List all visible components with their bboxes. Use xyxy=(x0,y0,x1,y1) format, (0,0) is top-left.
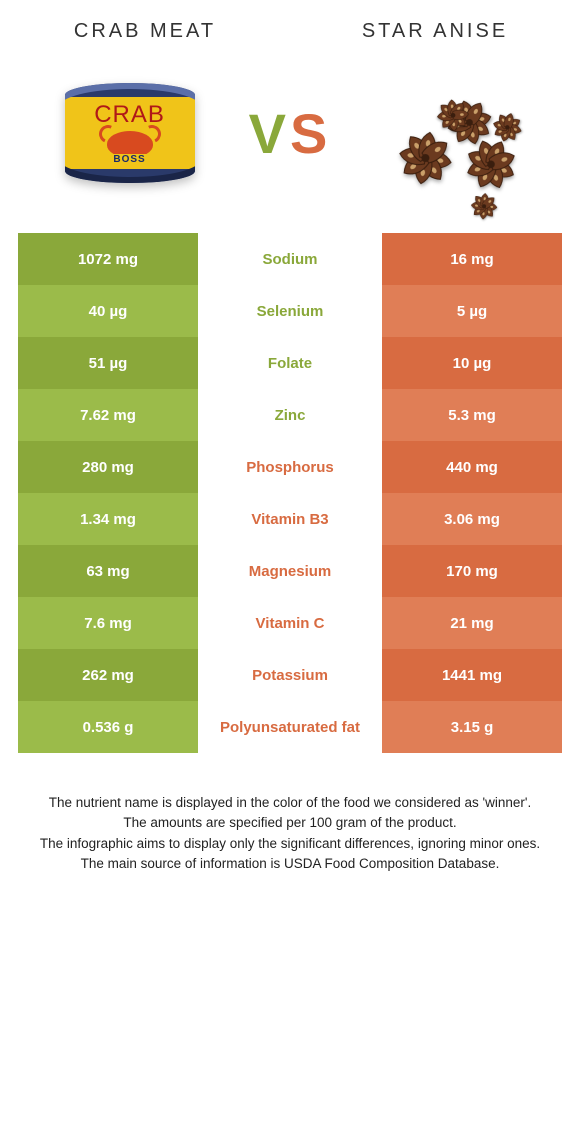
nutrient-row: 262 mgPotassium1441 mg xyxy=(18,649,562,701)
vs-badge: VS xyxy=(249,101,332,166)
crab-can-brand-bottom: BOSS xyxy=(111,154,147,165)
nutrient-left-value: 1.34 mg xyxy=(18,493,198,545)
left-food-title: Crab meat xyxy=(30,20,260,43)
nutrient-right-value: 3.06 mg xyxy=(382,493,562,545)
nutrient-row: 280 mgPhosphorus440 mg xyxy=(18,441,562,493)
footnote-line: The amounts are specified per 100 gram o… xyxy=(30,813,550,833)
crab-can-icon: CRAB BOSS xyxy=(65,83,195,183)
nutrient-label: Vitamin C xyxy=(200,597,380,649)
star-anise-pod-icon xyxy=(469,191,500,224)
footnotes: The nutrient name is displayed in the co… xyxy=(0,753,580,914)
nutrient-label: Selenium xyxy=(200,285,380,337)
nutrient-label: Folate xyxy=(200,337,380,389)
nutrient-left-value: 7.6 mg xyxy=(18,597,198,649)
nutrient-left-value: 51 µg xyxy=(18,337,198,389)
right-food-image xyxy=(370,63,530,203)
nutrient-right-value: 5 µg xyxy=(382,285,562,337)
nutrient-row: 51 µgFolate10 µg xyxy=(18,337,562,389)
nutrient-right-value: 3.15 g xyxy=(382,701,562,753)
star-anise-icon xyxy=(370,63,530,203)
nutrient-label: Vitamin B3 xyxy=(200,493,380,545)
footnote-line: The infographic aims to display only the… xyxy=(30,834,550,854)
nutrient-left-value: 40 µg xyxy=(18,285,198,337)
nutrient-row: 7.6 mgVitamin C21 mg xyxy=(18,597,562,649)
nutrient-table: 1072 mgSodium16 mg40 µgSelenium5 µg51 µg… xyxy=(0,233,580,753)
nutrient-row: 63 mgMagnesium170 mg xyxy=(18,545,562,597)
nutrient-left-value: 280 mg xyxy=(18,441,198,493)
footnote-line: The main source of information is USDA F… xyxy=(30,854,550,874)
vs-letter-s: S xyxy=(290,102,331,165)
nutrient-label: Sodium xyxy=(200,233,380,285)
nutrient-row: 0.536 gPolyunsaturated fat3.15 g xyxy=(18,701,562,753)
nutrient-row: 1.34 mgVitamin B33.06 mg xyxy=(18,493,562,545)
nutrient-row: 40 µgSelenium5 µg xyxy=(18,285,562,337)
left-food-image: CRAB BOSS xyxy=(50,63,210,203)
vs-letter-v: V xyxy=(249,102,290,165)
nutrient-row: 7.62 mgZinc5.3 mg xyxy=(18,389,562,441)
images-row: CRAB BOSS VS xyxy=(0,53,580,233)
header-row: Crab meat Star anise xyxy=(0,0,580,53)
nutrient-right-value: 170 mg xyxy=(382,545,562,597)
footnote-line: The nutrient name is displayed in the co… xyxy=(30,793,550,813)
nutrient-right-value: 16 mg xyxy=(382,233,562,285)
nutrient-right-value: 440 mg xyxy=(382,441,562,493)
nutrient-label: Zinc xyxy=(200,389,380,441)
nutrient-right-value: 1441 mg xyxy=(382,649,562,701)
nutrient-right-value: 10 µg xyxy=(382,337,562,389)
nutrient-left-value: 1072 mg xyxy=(18,233,198,285)
nutrient-left-value: 63 mg xyxy=(18,545,198,597)
nutrient-left-value: 7.62 mg xyxy=(18,389,198,441)
nutrient-label: Potassium xyxy=(200,649,380,701)
nutrient-left-value: 262 mg xyxy=(18,649,198,701)
right-food-title: Star anise xyxy=(320,20,550,43)
nutrient-label: Polyunsaturated fat xyxy=(200,701,380,753)
nutrient-right-value: 5.3 mg xyxy=(382,389,562,441)
nutrient-label: Magnesium xyxy=(200,545,380,597)
nutrient-left-value: 0.536 g xyxy=(18,701,198,753)
nutrient-label: Phosphorus xyxy=(200,441,380,493)
nutrient-row: 1072 mgSodium16 mg xyxy=(18,233,562,285)
nutrient-right-value: 21 mg xyxy=(382,597,562,649)
